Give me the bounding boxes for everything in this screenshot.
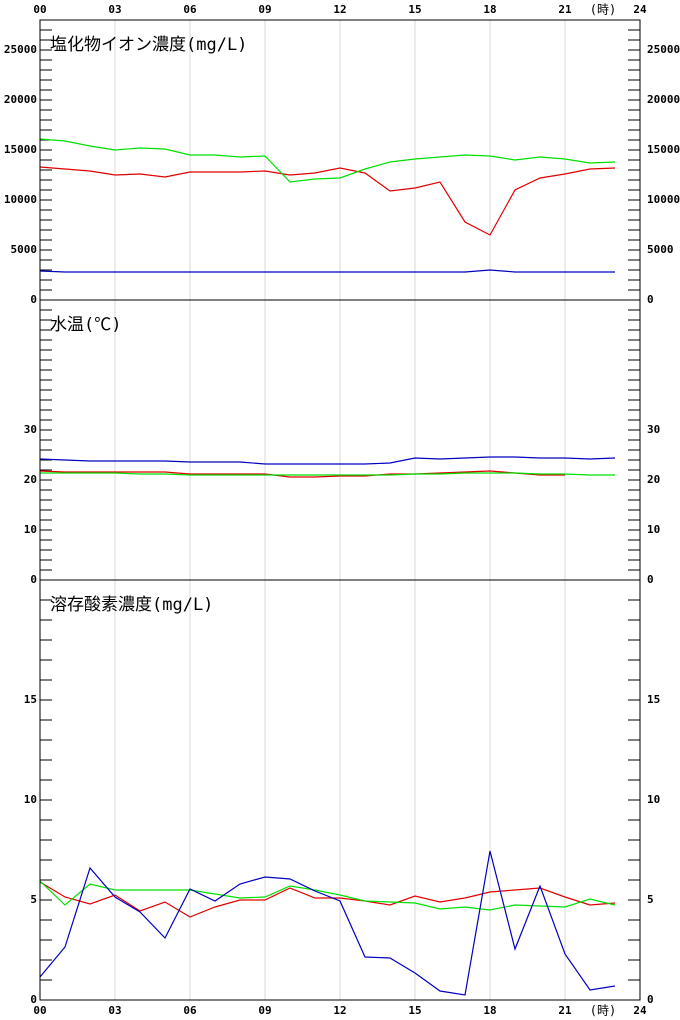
x-tick-label: 24	[633, 1004, 647, 1017]
data-line	[39, 456, 616, 465]
y-tick-label: 0	[647, 573, 654, 586]
y-tick-label: 10000	[647, 193, 680, 206]
panel-title: 水温(℃)	[50, 315, 121, 335]
x-tick-label: 09	[258, 3, 271, 16]
x-tick-label: 12	[333, 3, 346, 16]
x-tick-label: 24	[633, 3, 647, 16]
y-tick-label: 20000	[647, 93, 680, 106]
y-tick-label: 0	[647, 993, 654, 1006]
y-tick-label: 5	[30, 893, 37, 906]
y-tick-label: 10	[647, 523, 660, 536]
data-line	[39, 269, 615, 273]
y-tick-label: 10	[24, 523, 37, 536]
panel-title: 塩化物イオン濃度(mg/L)	[50, 35, 247, 55]
x-tick-label: 06	[183, 1004, 197, 1017]
x-tick-label: 12	[333, 1004, 346, 1017]
x-unit-label: (時)	[590, 3, 616, 17]
y-tick-label: 30	[647, 423, 660, 436]
y-tick-label: 20	[24, 473, 37, 486]
y-tick-label: 30	[24, 423, 37, 436]
y-tick-label: 25000	[647, 43, 680, 56]
x-tick-label: 00	[33, 1004, 46, 1017]
x-tick-label: 00	[33, 3, 46, 16]
data-line	[39, 166, 616, 236]
y-tick-label: 0	[30, 573, 37, 586]
y-tick-label: 0	[647, 293, 654, 306]
y-tick-label: 20000	[4, 93, 37, 106]
y-tick-label: 15000	[4, 143, 37, 156]
y-tick-label: 15	[647, 693, 660, 706]
data-line	[40, 472, 615, 476]
data-line	[39, 470, 565, 478]
y-tick-label: 10	[647, 793, 660, 806]
x-tick-label: 21	[558, 3, 572, 16]
x-tick-label: 18	[483, 1004, 496, 1017]
data-line	[39, 850, 616, 996]
data-line	[39, 880, 616, 911]
x-unit-label: (時)	[590, 1004, 616, 1018]
y-tick-label: 25000	[4, 43, 37, 56]
unit-bg	[588, 1003, 618, 1019]
y-tick-label: 0	[30, 293, 37, 306]
x-tick-label: 03	[108, 1004, 121, 1017]
x-tick-label: 15	[408, 1004, 421, 1017]
data-line	[39, 881, 616, 918]
y-tick-label: 15	[24, 693, 37, 706]
y-tick-label: 10	[24, 793, 37, 806]
y-tick-label: 5	[647, 893, 654, 906]
panel-frame	[39, 579, 641, 1001]
y-tick-label: 10000	[4, 193, 37, 206]
panel-title: 溶存酸素濃度(mg/L)	[50, 595, 213, 615]
x-tick-label: 09	[258, 1004, 271, 1017]
y-tick-label: 5000	[647, 243, 674, 256]
x-tick-label: 18	[483, 3, 496, 16]
x-tick-label: 15	[408, 3, 421, 16]
x-tick-label: 03	[108, 3, 121, 16]
x-tick-label: 06	[183, 3, 197, 16]
x-tick-label: 21	[558, 1004, 572, 1017]
y-tick-label: 20	[647, 473, 660, 486]
data-line	[39, 138, 616, 183]
y-tick-label: 5000	[11, 243, 38, 256]
y-tick-label: 0	[30, 993, 37, 1006]
y-tick-label: 15000	[647, 143, 680, 156]
unit-bg	[588, 2, 618, 18]
